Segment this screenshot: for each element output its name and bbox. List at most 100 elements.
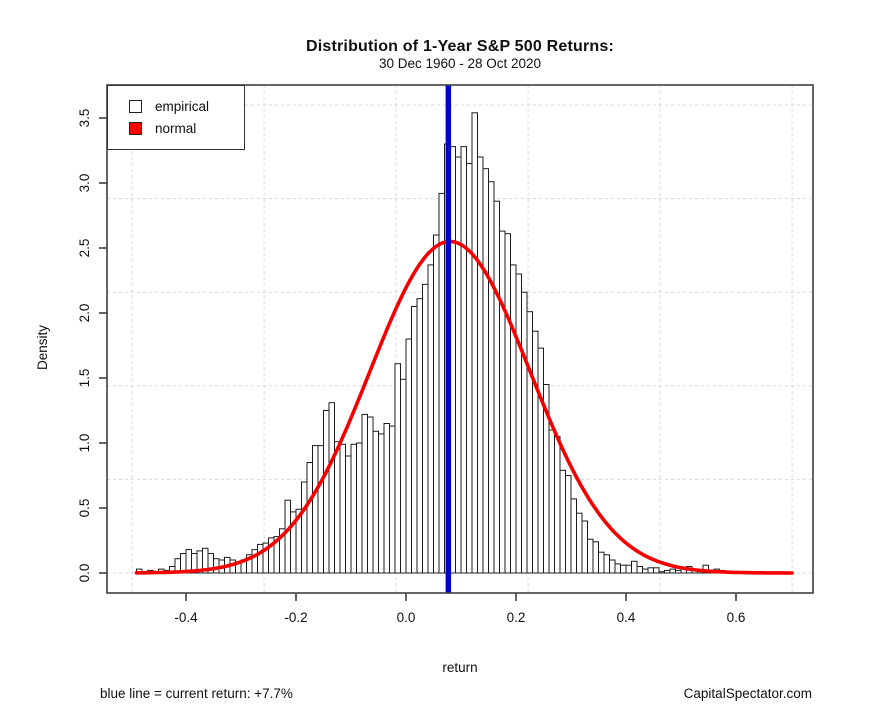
histogram-bar <box>653 567 660 574</box>
histogram-bar <box>642 568 649 574</box>
histogram-bar <box>372 430 379 574</box>
histogram-bar <box>460 146 467 574</box>
histogram-bar <box>631 560 638 574</box>
histogram-bar <box>647 567 654 574</box>
histogram-bar <box>664 569 671 574</box>
histogram-bar <box>284 499 291 574</box>
y-tick-label: 2.0 <box>77 304 92 323</box>
normal-swatch-icon <box>129 122 142 135</box>
legend-item-empirical: empirical <box>108 99 244 114</box>
histogram-bar <box>570 498 577 574</box>
x-tick-label: 0.6 <box>727 610 746 625</box>
x-axis-title: return <box>442 660 478 675</box>
histogram-bar <box>559 469 566 574</box>
histogram-bar <box>394 363 401 574</box>
histogram-bar <box>504 233 511 574</box>
histogram-bar <box>306 462 313 574</box>
x-tick-label: -0.2 <box>284 610 307 625</box>
histogram-bar <box>213 558 220 574</box>
histogram-bar <box>620 564 627 574</box>
histogram-bar <box>521 291 528 574</box>
histogram-bar <box>323 410 330 574</box>
histogram-bar <box>537 347 544 574</box>
histogram-bar <box>400 378 407 574</box>
histogram-bar <box>625 564 632 574</box>
y-tick-label: 3.0 <box>77 174 92 193</box>
histogram-bar <box>581 520 588 574</box>
histogram-bar <box>471 112 478 574</box>
plot-border <box>106 84 814 594</box>
histogram-bar <box>356 442 363 574</box>
x-tick-label: 0.4 <box>617 610 636 625</box>
histogram-bar <box>466 163 473 574</box>
histogram-bar <box>433 234 440 574</box>
y-tick-label: 3.5 <box>77 109 92 128</box>
histogram-bar <box>383 423 390 574</box>
histogram-bar <box>532 330 539 574</box>
x-tick-label: 0.2 <box>507 610 526 625</box>
histogram-bar <box>675 569 682 574</box>
source-credit: CapitalSpectator.com <box>683 686 812 701</box>
histogram-bar <box>405 338 412 574</box>
histogram-bar <box>312 445 319 574</box>
chart-title: Distribution of 1-Year S&P 500 Returns: <box>305 38 615 55</box>
histogram-bar <box>411 306 418 574</box>
y-axis-title: Density <box>35 324 51 371</box>
legend-label-normal: normal <box>155 121 197 136</box>
histogram-bar <box>350 443 357 574</box>
histogram-bar <box>603 554 610 574</box>
normal-curve <box>134 239 794 575</box>
histogram-bar <box>345 455 352 574</box>
histogram-bar <box>554 436 561 574</box>
x-tick-label: -0.4 <box>174 610 198 625</box>
y-tick-label: 1.5 <box>77 369 92 388</box>
current-return-note: blue line = current return: +7.7% <box>100 686 293 701</box>
histogram-bar <box>328 402 335 574</box>
histogram-bar <box>389 425 396 574</box>
histogram-bar <box>548 429 555 574</box>
histogram-bar <box>367 416 374 574</box>
histogram-bar <box>334 441 341 574</box>
empirical-swatch-icon <box>129 100 142 113</box>
histogram-bar <box>493 200 500 574</box>
y-tick-label: 2.5 <box>77 239 92 258</box>
histogram-bar <box>576 512 583 574</box>
histogram-bar <box>482 168 489 574</box>
histogram-bar <box>598 551 605 574</box>
histogram-bar <box>301 481 308 574</box>
histogram-bar <box>592 541 599 574</box>
histogram-bar <box>257 543 264 574</box>
y-tick-label: 0.5 <box>77 499 92 518</box>
histogram-bar <box>339 443 346 574</box>
legend: empirical normal <box>107 85 245 150</box>
histogram-bar <box>614 563 621 574</box>
histogram-bar <box>422 283 429 574</box>
histogram-bar <box>609 559 616 574</box>
histogram-bar <box>669 568 676 574</box>
y-tick-label: 0.0 <box>77 564 92 583</box>
histogram-bar <box>587 538 594 574</box>
histogram-bar <box>317 445 324 574</box>
legend-item-normal: normal <box>108 121 244 136</box>
y-tick-label: 1.0 <box>77 434 92 453</box>
chart-subtitle: 30 Dec 1960 - 28 Oct 2020 <box>378 56 542 71</box>
histogram-bar <box>510 264 517 574</box>
histogram-bar <box>499 230 506 574</box>
histogram-bar <box>378 433 385 574</box>
histogram-bar <box>416 298 423 574</box>
histogram-bar <box>526 311 533 574</box>
histogram-bar <box>636 566 643 574</box>
histogram-bar <box>488 181 495 574</box>
histogram-bar <box>658 571 665 574</box>
histogram-bar <box>361 413 368 574</box>
histogram-bar <box>438 192 445 574</box>
histogram-bar <box>515 273 522 574</box>
histogram-bar <box>565 475 572 574</box>
histogram-bar <box>477 156 484 574</box>
x-tick-label: 0.0 <box>397 610 416 625</box>
legend-label-empirical: empirical <box>155 99 210 114</box>
histogram-bar <box>427 264 434 574</box>
histogram-bar <box>455 156 462 574</box>
